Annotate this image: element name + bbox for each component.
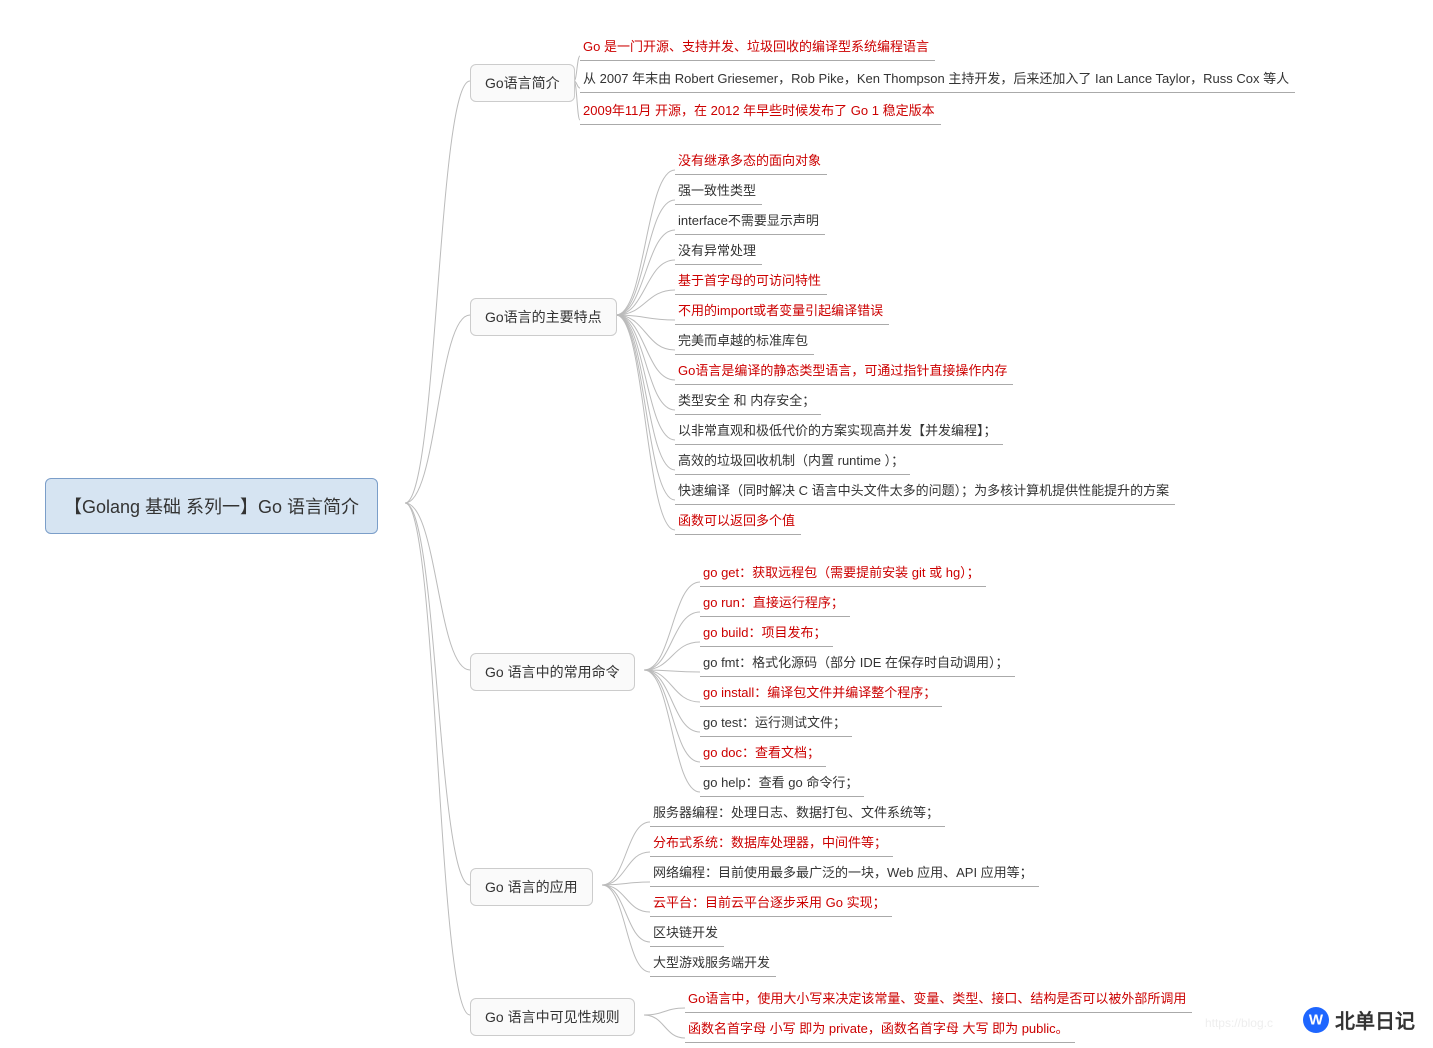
watermark-logo-icon — [1303, 1007, 1329, 1033]
leaf-text: 快速编译（同时解决 C 语言中头文件太多的问题）；为多核计算机提供性能提升的方案 — [678, 483, 1169, 498]
leaf-node: 类型安全 和 内存安全； — [675, 388, 821, 415]
leaf-text: 以非常直观和极低代价的方案实现高并发【并发编程】； — [678, 423, 997, 438]
leaf-node: go run：直接运行程序； — [700, 590, 850, 617]
leaf-text: go fmt：格式化源码（部分 IDE 在保存时自动调用）； — [703, 655, 1009, 670]
leaf-node: Go语言是编译的静态类型语言，可通过指针直接操作内存 — [675, 358, 1013, 385]
leaf-node: 分布式系统：数据库处理器，中间件等； — [650, 830, 893, 857]
faint-url: https://blog.c — [1205, 1016, 1273, 1030]
leaf-text: 服务器编程：处理日志、数据打包、文件系统等； — [653, 805, 939, 820]
leaf-text: 分布式系统：数据库处理器，中间件等； — [653, 835, 887, 850]
leaf-text: 基于首字母的可访问特性 — [678, 273, 821, 288]
leaf-node: 服务器编程：处理日志、数据打包、文件系统等； — [650, 800, 945, 827]
branch-node-b2: Go语言的主要特点 — [470, 298, 617, 336]
leaf-node: 2009年11月 开源，在 2012 年早些时候发布了 Go 1 稳定版本 — [580, 98, 941, 125]
leaf-node: 没有继承多态的面向对象 — [675, 148, 827, 175]
leaf-node: 函数名首字母 小写 即为 private，函数名首字母 大写 即为 public… — [685, 1016, 1075, 1043]
branch-node-b4: Go 语言的应用 — [470, 868, 593, 906]
leaf-text: go install：编译包文件并编译整个程序； — [703, 685, 936, 700]
leaf-text: Go 是一门开源、支持并发、垃圾回收的编译型系统编程语言 — [583, 39, 929, 54]
watermark: 北单日记 — [1303, 1005, 1415, 1034]
leaf-text: 高效的垃圾回收机制（内置 runtime ）； — [678, 453, 904, 468]
leaf-text: 完美而卓越的标准库包 — [678, 333, 808, 348]
leaf-text: 类型安全 和 内存安全； — [678, 393, 815, 408]
watermark-text: 北单日记 — [1335, 1005, 1415, 1034]
branch-label: Go语言简介 — [485, 75, 560, 91]
leaf-node: go help：查看 go 命令行； — [700, 770, 864, 797]
branch-node-b5: Go 语言中可见性规则 — [470, 998, 635, 1036]
leaf-text: Go语言中，使用大小写来决定该常量、变量、类型、接口、结构是否可以被外部所调用 — [688, 991, 1186, 1006]
leaf-text: interface不需要显示声明 — [678, 213, 819, 228]
leaf-text: go help：查看 go 命令行； — [703, 775, 858, 790]
leaf-node: Go语言中，使用大小写来决定该常量、变量、类型、接口、结构是否可以被外部所调用 — [685, 986, 1192, 1013]
branch-label: Go 语言的应用 — [485, 879, 578, 895]
leaf-node: 完美而卓越的标准库包 — [675, 328, 814, 355]
leaf-text: go test：运行测试文件； — [703, 715, 846, 730]
leaf-text: 区块链开发 — [653, 925, 718, 940]
leaf-text: 网络编程：目前使用最多最广泛的一块，Web 应用、API 应用等； — [653, 865, 1033, 880]
root-label: 【Golang 基础 系列一】Go 语言简介 — [64, 497, 359, 517]
leaf-node: 强一致性类型 — [675, 178, 762, 205]
leaf-text: 没有异常处理 — [678, 243, 756, 258]
leaf-text: go build：项目发布； — [703, 625, 827, 640]
branch-label: Go 语言中的常用命令 — [485, 664, 620, 680]
leaf-node: 基于首字母的可访问特性 — [675, 268, 827, 295]
leaf-text: Go语言是编译的静态类型语言，可通过指针直接操作内存 — [678, 363, 1007, 378]
leaf-node: 从 2007 年末由 Robert Griesemer，Rob Pike，Ken… — [580, 66, 1295, 93]
branch-label: Go语言的主要特点 — [485, 309, 602, 325]
leaf-node: go build：项目发布； — [700, 620, 833, 647]
leaf-node: 快速编译（同时解决 C 语言中头文件太多的问题）；为多核计算机提供性能提升的方案 — [675, 478, 1175, 505]
branch-label: Go 语言中可见性规则 — [485, 1009, 620, 1025]
leaf-node: 函数可以返回多个值 — [675, 508, 801, 535]
leaf-text: 2009年11月 开源，在 2012 年早些时候发布了 Go 1 稳定版本 — [583, 103, 935, 118]
leaf-node: go fmt：格式化源码（部分 IDE 在保存时自动调用）； — [700, 650, 1015, 677]
leaf-node: 以非常直观和极低代价的方案实现高并发【并发编程】； — [675, 418, 1003, 445]
leaf-text: 云平台：目前云平台逐步采用 Go 实现； — [653, 895, 886, 910]
leaf-node: Go 是一门开源、支持并发、垃圾回收的编译型系统编程语言 — [580, 34, 935, 61]
leaf-text: 从 2007 年末由 Robert Griesemer，Rob Pike，Ken… — [583, 71, 1289, 86]
leaf-node: go doc：查看文档； — [700, 740, 826, 767]
leaf-node: go test：运行测试文件； — [700, 710, 852, 737]
leaf-node: 网络编程：目前使用最多最广泛的一块，Web 应用、API 应用等； — [650, 860, 1039, 887]
leaf-node: interface不需要显示声明 — [675, 208, 825, 235]
branch-node-b3: Go 语言中的常用命令 — [470, 653, 635, 691]
leaf-text: 函数可以返回多个值 — [678, 513, 795, 528]
leaf-text: 没有继承多态的面向对象 — [678, 153, 821, 168]
leaf-node: go install：编译包文件并编译整个程序； — [700, 680, 942, 707]
leaf-text: 不用的import或者变量引起编译错误 — [678, 303, 883, 318]
leaf-text: go get：获取远程包（需要提前安装 git 或 hg）； — [703, 565, 980, 580]
root-node: 【Golang 基础 系列一】Go 语言简介 — [45, 478, 378, 534]
leaf-text: 强一致性类型 — [678, 183, 756, 198]
leaf-node: 没有异常处理 — [675, 238, 762, 265]
leaf-node: 高效的垃圾回收机制（内置 runtime ）； — [675, 448, 910, 475]
leaf-text: 函数名首字母 小写 即为 private，函数名首字母 大写 即为 public… — [688, 1021, 1069, 1036]
leaf-text: go doc：查看文档； — [703, 745, 820, 760]
leaf-node: 不用的import或者变量引起编译错误 — [675, 298, 889, 325]
leaf-node: 区块链开发 — [650, 920, 724, 947]
leaf-node: 云平台：目前云平台逐步采用 Go 实现； — [650, 890, 892, 917]
leaf-text: go run：直接运行程序； — [703, 595, 844, 610]
leaf-text: 大型游戏服务端开发 — [653, 955, 770, 970]
leaf-node: 大型游戏服务端开发 — [650, 950, 776, 977]
branch-node-b1: Go语言简介 — [470, 64, 575, 102]
leaf-node: go get：获取远程包（需要提前安装 git 或 hg）； — [700, 560, 986, 587]
